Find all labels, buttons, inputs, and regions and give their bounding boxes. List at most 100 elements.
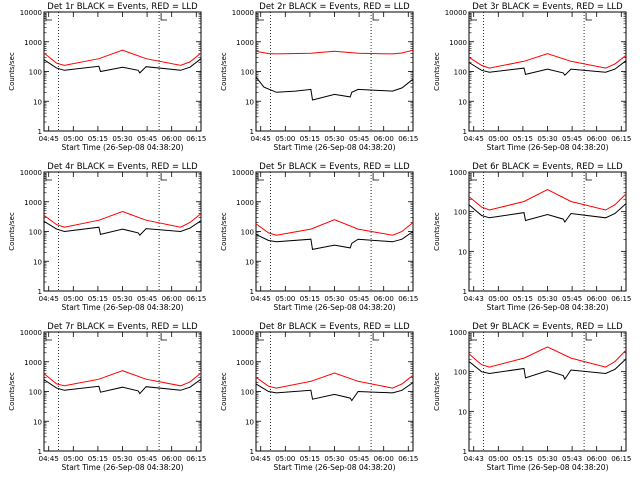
y-tick-label: 10000 <box>232 329 254 337</box>
x-tick-label: 05:15 <box>300 455 320 463</box>
corner-marker <box>160 173 168 181</box>
y-tick-label: 1000 <box>236 39 254 47</box>
x-axis-label: Start Time (26-Sep-08 04:38:20) <box>487 143 609 152</box>
y-axis-label: Counts/sec <box>433 52 441 91</box>
corner-marker <box>372 173 380 181</box>
x-tick-label: 06:15 <box>186 135 206 143</box>
y-axis-label: Counts/sec <box>220 372 228 411</box>
y-tick-label: 100 <box>29 229 42 237</box>
chart-panel-4: Det 4r BLACK = Events, RED = LLD 1 10 100 10… <box>8 162 206 312</box>
x-tick-label: 05:15 <box>300 135 320 143</box>
x-tick-label: 04:45 <box>251 135 271 143</box>
y-tick-label: 100 <box>241 229 254 237</box>
y-tick-label: 10 <box>33 258 42 266</box>
x-tick-label: 05:30 <box>112 135 132 143</box>
lld-rate-line <box>43 210 202 228</box>
y-tick-label: 10 <box>33 418 42 426</box>
corner-marker <box>257 13 264 21</box>
y-axis-label: Counts/sec <box>433 212 441 251</box>
panel-title: Det 5r BLACK = Events, RED = LLD <box>259 162 410 172</box>
y-axis-label: Counts/sec <box>220 52 228 91</box>
y-tick-label: 1 <box>38 448 42 456</box>
y-tick-label: 1 <box>250 448 254 456</box>
x-tick-label: 06:15 <box>611 135 631 143</box>
x-axis-label: Start Time (26-Sep-08 04:38:20) <box>62 303 184 312</box>
event-rate-line <box>255 382 414 402</box>
lld-rate-line <box>468 346 627 368</box>
x-tick-label: 06:00 <box>374 295 394 303</box>
x-tick-label: 05:00 <box>488 455 508 463</box>
y-tick-label: 1 <box>250 128 254 136</box>
lld-rate-line <box>43 49 202 66</box>
x-tick-label: 05:45 <box>562 295 582 303</box>
x-tick-label: 06:00 <box>162 295 182 303</box>
panel-title: Det 1r BLACK = Events, RED = LLD <box>47 2 198 12</box>
x-tick-label: 06:15 <box>186 455 206 463</box>
x-tick-label: 04:43 <box>464 455 484 463</box>
y-tick-label: 1000 <box>24 199 42 207</box>
x-tick-label: 05:15 <box>88 295 108 303</box>
chart-panel-1: Det 1r BLACK = Events, RED = LLD 1 10 100 10… <box>8 2 206 152</box>
y-tick-label: 10000 <box>20 169 42 177</box>
x-tick-label: 06:00 <box>374 455 394 463</box>
x-tick-label: 05:00 <box>488 295 508 303</box>
lld-rate-line <box>468 53 627 69</box>
y-tick-label: 100 <box>29 69 42 77</box>
y-axis-label: Counts/sec <box>433 372 441 411</box>
corner-marker <box>160 13 168 21</box>
x-tick-label: 06:00 <box>162 455 182 463</box>
corner-marker <box>45 173 52 181</box>
x-tick-label: 06:15 <box>398 455 418 463</box>
lld-rate-line <box>255 372 414 389</box>
y-tick-label: 10 <box>245 418 254 426</box>
y-axis-label: Counts/sec <box>8 52 16 91</box>
x-axis-label: Start Time (26-Sep-08 04:38:20) <box>487 463 609 472</box>
corner-marker <box>585 13 593 21</box>
x-tick-label: 05:00 <box>275 135 295 143</box>
x-tick-label: 05:30 <box>324 295 344 303</box>
chart-panel-7: Det 7r BLACK = Events, RED = LLD 1 10 100 10… <box>8 322 206 472</box>
x-tick-label: 06:15 <box>611 455 631 463</box>
y-tick-label: 10000 <box>20 9 42 17</box>
lld-rate-line <box>255 49 414 55</box>
y-tick-label: 1000 <box>236 199 254 207</box>
x-axis-label: Start Time (26-Sep-08 04:38:20) <box>62 463 184 472</box>
x-tick-label: 06:00 <box>587 455 607 463</box>
x-tick-label: 05:45 <box>137 295 157 303</box>
y-tick-label: 10 <box>458 248 467 256</box>
y-tick-label: 1000 <box>24 359 42 367</box>
panel-title: Det 8r BLACK = Events, RED = LLD <box>259 322 410 332</box>
lld-rate-line <box>255 219 414 236</box>
chart-panel-2: Det 2r BLACK = Events, RED = LLD 1 10 100 10… <box>220 2 418 152</box>
x-tick-label: 05:30 <box>537 455 557 463</box>
y-tick-label: 100 <box>454 369 467 377</box>
x-tick-label: 05:00 <box>63 135 83 143</box>
x-axis-label: Start Time (26-Sep-08 04:38:20) <box>62 143 184 152</box>
x-tick-label: 05:45 <box>562 135 582 143</box>
y-tick-label: 10000 <box>20 329 42 337</box>
plot-frame <box>255 331 414 452</box>
plot-frame <box>255 11 414 132</box>
x-axis-label: Start Time (26-Sep-08 04:38:20) <box>274 143 396 152</box>
x-tick-label: 06:15 <box>186 295 206 303</box>
corner-marker <box>470 173 477 181</box>
plot-frame <box>43 11 202 132</box>
chart-panel-5: Det 5r BLACK = Events, RED = LLD 1 10 100 10… <box>220 162 418 312</box>
x-tick-label: 05:00 <box>275 295 295 303</box>
event-rate-line <box>43 220 202 236</box>
x-tick-label: 05:45 <box>349 135 369 143</box>
y-axis-label: Counts/sec <box>220 212 228 251</box>
x-tick-label: 05:00 <box>488 135 508 143</box>
lld-rate-line <box>468 189 627 211</box>
x-tick-label: 06:00 <box>162 135 182 143</box>
chart-panel-3: Det 3r BLACK = Events, RED = LLD 1 10 100 10… <box>433 2 631 152</box>
chart-panel-6: Det 6r BLACK = Events, RED = LLD 1 10 100 10… <box>433 162 631 312</box>
x-tick-label: 06:00 <box>374 135 394 143</box>
y-tick-label: 100 <box>241 389 254 397</box>
corner-marker <box>45 333 52 341</box>
corner-marker <box>470 13 477 21</box>
x-tick-label: 05:15 <box>300 295 320 303</box>
x-tick-label: 05:45 <box>349 295 369 303</box>
x-tick-label: 05:30 <box>324 455 344 463</box>
y-tick-label: 10 <box>33 98 42 106</box>
